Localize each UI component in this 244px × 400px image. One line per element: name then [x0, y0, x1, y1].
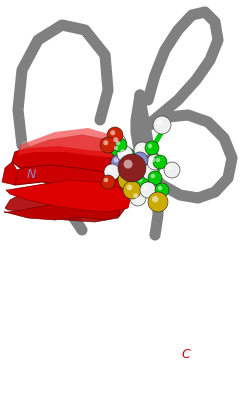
Circle shape — [101, 175, 115, 189]
Circle shape — [110, 130, 115, 135]
Circle shape — [104, 164, 120, 180]
Circle shape — [148, 144, 152, 148]
Circle shape — [157, 120, 162, 125]
Text: N: N — [27, 168, 36, 180]
Circle shape — [140, 182, 156, 198]
Circle shape — [122, 174, 128, 180]
Circle shape — [120, 149, 125, 154]
Circle shape — [145, 167, 150, 172]
Polygon shape — [18, 128, 126, 158]
Circle shape — [127, 163, 132, 168]
Circle shape — [135, 175, 149, 189]
Circle shape — [135, 155, 140, 160]
Circle shape — [126, 158, 130, 162]
Circle shape — [111, 155, 125, 169]
Text: C: C — [181, 348, 190, 360]
Polygon shape — [12, 135, 132, 175]
Circle shape — [113, 137, 118, 142]
Circle shape — [107, 167, 112, 172]
Circle shape — [148, 171, 162, 185]
Circle shape — [158, 186, 162, 190]
Circle shape — [137, 164, 153, 180]
Circle shape — [110, 134, 126, 150]
Polygon shape — [4, 202, 120, 220]
Circle shape — [153, 116, 171, 134]
Circle shape — [164, 162, 180, 178]
Circle shape — [152, 196, 158, 202]
Circle shape — [123, 181, 141, 199]
Circle shape — [145, 141, 159, 155]
Circle shape — [134, 158, 138, 162]
Circle shape — [131, 168, 135, 172]
Circle shape — [123, 155, 137, 169]
Circle shape — [137, 145, 142, 150]
Circle shape — [153, 155, 167, 169]
Circle shape — [132, 152, 148, 168]
Circle shape — [121, 148, 135, 162]
Circle shape — [147, 154, 163, 170]
Circle shape — [117, 146, 133, 162]
Circle shape — [150, 157, 155, 162]
Circle shape — [118, 170, 138, 190]
Circle shape — [151, 174, 155, 178]
Circle shape — [113, 138, 127, 152]
Circle shape — [124, 160, 132, 168]
Circle shape — [116, 141, 120, 145]
Circle shape — [155, 183, 169, 197]
Circle shape — [103, 140, 108, 145]
Polygon shape — [20, 126, 118, 152]
Polygon shape — [5, 178, 128, 222]
Circle shape — [133, 193, 138, 198]
Circle shape — [127, 185, 132, 190]
Circle shape — [140, 167, 145, 172]
Circle shape — [104, 178, 108, 182]
Polygon shape — [6, 180, 130, 212]
Circle shape — [142, 164, 158, 180]
Polygon shape — [118, 165, 145, 190]
Circle shape — [107, 127, 123, 143]
Circle shape — [100, 137, 116, 153]
Circle shape — [118, 154, 146, 182]
Circle shape — [156, 158, 160, 162]
Circle shape — [143, 185, 148, 190]
Circle shape — [114, 146, 118, 150]
Circle shape — [124, 160, 140, 176]
Circle shape — [167, 165, 172, 170]
Circle shape — [130, 190, 146, 206]
Circle shape — [124, 151, 128, 155]
Polygon shape — [8, 158, 132, 195]
Polygon shape — [2, 162, 18, 185]
Circle shape — [131, 155, 145, 169]
Circle shape — [111, 143, 125, 157]
Circle shape — [138, 178, 142, 182]
Circle shape — [114, 158, 118, 162]
Circle shape — [148, 192, 168, 212]
Circle shape — [128, 165, 142, 179]
Circle shape — [134, 142, 150, 158]
